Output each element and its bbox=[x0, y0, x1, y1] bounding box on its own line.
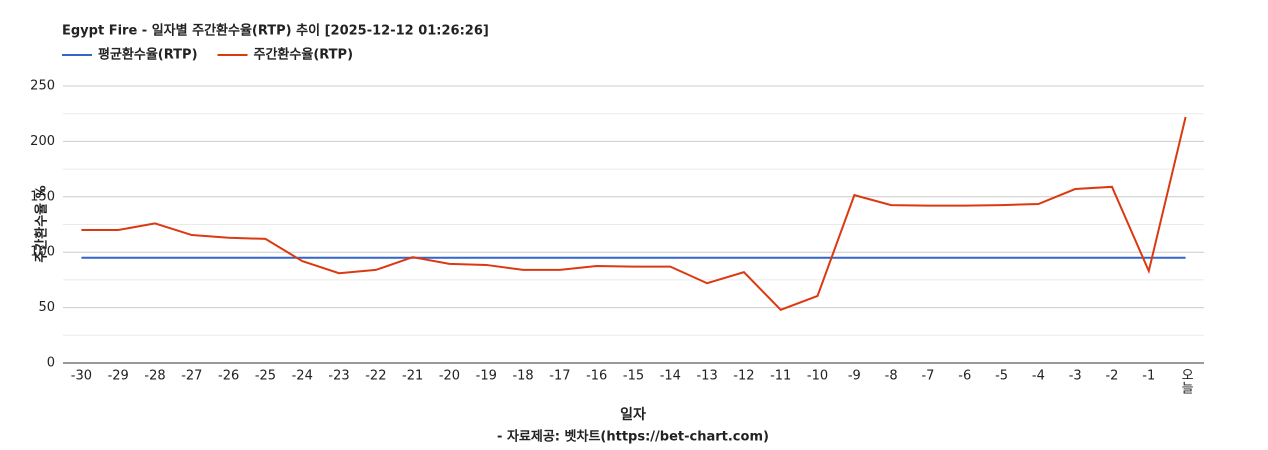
chart-title: Egypt Fire - 일자별 주간환수율(RTP) 추이 [2025-12-… bbox=[62, 23, 489, 39]
x-tick-label: -13 bbox=[696, 369, 717, 384]
x-tick-label: -21 bbox=[402, 369, 423, 384]
y-tick-label: 150 bbox=[30, 189, 55, 204]
x-tick-label: -29 bbox=[108, 369, 129, 384]
x-tick-label: -22 bbox=[365, 369, 386, 384]
y-tick-label: 50 bbox=[38, 300, 55, 315]
x-tick-label: -5 bbox=[995, 369, 1008, 384]
legend-label: 평균환수율(RTP) bbox=[98, 47, 198, 63]
x-tick-label: -8 bbox=[885, 369, 898, 384]
x-tick-label: -14 bbox=[660, 369, 681, 384]
x-tick-label: -16 bbox=[586, 369, 607, 384]
y-tick-label: 250 bbox=[30, 79, 55, 94]
x-tick-label: -17 bbox=[549, 369, 570, 384]
x-tick-label: -6 bbox=[958, 369, 971, 384]
x-tick-label: -4 bbox=[1032, 369, 1045, 384]
x-tick-label: -20 bbox=[439, 369, 460, 384]
x-tick-label: -11 bbox=[770, 369, 791, 384]
x-tick-label: -28 bbox=[144, 369, 165, 384]
x-tick-label: -2 bbox=[1105, 369, 1118, 384]
x-tick-label: -27 bbox=[181, 369, 202, 384]
x-tick-label: -24 bbox=[292, 369, 313, 384]
legend-label: 주간환수율(RTP) bbox=[254, 47, 354, 63]
x-tick-label: -3 bbox=[1069, 369, 1082, 384]
x-tick-label: -7 bbox=[921, 369, 934, 384]
line-series bbox=[81, 116, 1187, 311]
source-note: - 자료제공: 벳차트(https://bet-chart.com) bbox=[497, 429, 769, 445]
x-tick-label: -19 bbox=[476, 369, 497, 384]
x-tick-label: 오늘 bbox=[1178, 368, 1193, 394]
x-tick-label: -30 bbox=[71, 369, 92, 384]
x-tick-label: -25 bbox=[255, 369, 276, 384]
x-tick-label: -18 bbox=[512, 369, 533, 384]
y-tick-label: 0 bbox=[47, 356, 55, 371]
x-tick-label: -1 bbox=[1142, 369, 1155, 384]
y-tick-label: 100 bbox=[30, 245, 55, 260]
x-tick-label: -26 bbox=[218, 369, 239, 384]
y-tick-label: 200 bbox=[30, 134, 55, 149]
x-tick-label: -9 bbox=[848, 369, 861, 384]
x-tick-label: -15 bbox=[623, 369, 644, 384]
x-axis-title: 일자 bbox=[620, 407, 646, 423]
x-tick-label: -23 bbox=[328, 369, 349, 384]
x-tick-label: -12 bbox=[733, 369, 754, 384]
y-axis-title: 주간환수율 % bbox=[34, 185, 50, 262]
x-tick-label: -10 bbox=[807, 369, 828, 384]
